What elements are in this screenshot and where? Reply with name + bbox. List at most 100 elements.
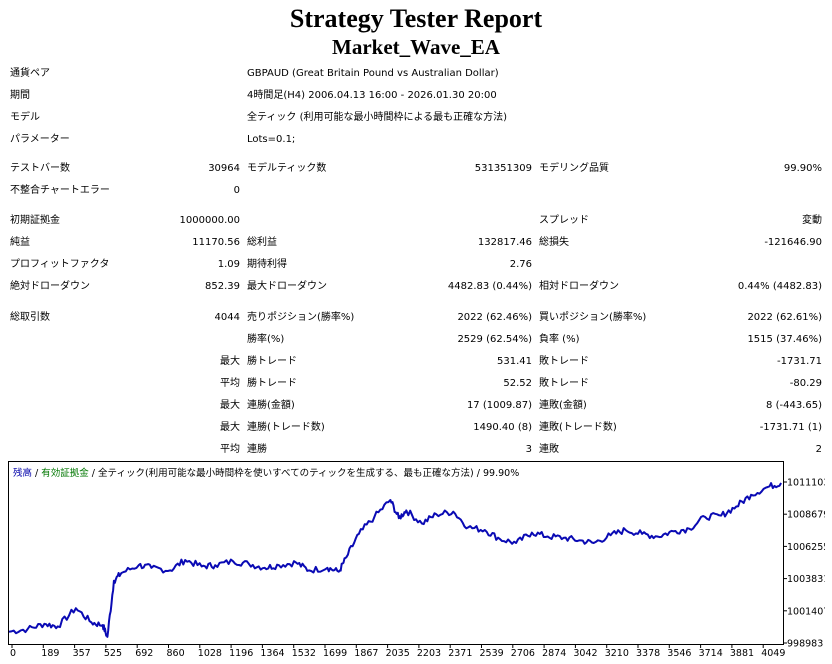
stat-label-spread: スプレッド xyxy=(539,215,589,226)
stat-value-max-drawdown: 4482.83 (0.44%) xyxy=(447,281,532,292)
x-tick-label: 3042 xyxy=(573,648,597,659)
y-tick-label: 1001407 xyxy=(787,606,825,617)
stat-value-gross-profit: 132817.46 xyxy=(477,237,532,248)
stat-value-avg-win: 52.52 xyxy=(503,378,532,389)
stat-label-max-consec-win-count: 連勝(トレード数) xyxy=(247,422,325,433)
stat-label-bars: テストバー数 xyxy=(10,163,70,174)
stat-value-max-consec-win-count: 1490.40 (8) xyxy=(473,422,532,433)
stat-value-expected-payoff: 2.76 xyxy=(509,259,532,270)
report-title: Strategy Tester Report xyxy=(289,4,543,33)
stat-value-abs-drawdown: 852.39 xyxy=(205,281,240,292)
balance-series-line xyxy=(8,482,782,638)
chart-plot-frame xyxy=(8,461,784,645)
x-tick-label: 1364 xyxy=(260,648,284,659)
stat-value-ticks: 531351309 xyxy=(474,163,532,174)
balance-chart: 残高 / 有効証拠金 / 全ティック(利用可能な最小時間枠を使いすべてのティック… xyxy=(8,461,825,659)
stat-prefix-max-consec-win-amount: 最大 xyxy=(220,400,240,411)
stat-prefix-avg-consec-win: 平均 xyxy=(220,444,240,455)
stat-label-max-consec-win-amount: 連勝(金額) xyxy=(247,400,295,411)
stat-label-max-win: 勝トレード xyxy=(247,356,297,367)
stat-value-profit-factor: 1.09 xyxy=(217,259,240,270)
x-tick-label: 1699 xyxy=(323,648,347,659)
y-tick-label: 998983 xyxy=(787,639,823,650)
y-tick-label: 1011103 xyxy=(787,478,825,489)
x-tick-label: 525 xyxy=(104,648,122,659)
info-value-params: Lots=0.1; xyxy=(247,134,296,145)
stat-label-max-consec-loss-amount: 連敗(金額) xyxy=(539,400,587,411)
stat-label-win-rate: 勝率(%) xyxy=(247,334,285,345)
stat-value-deposit: 1000000.00 xyxy=(179,215,240,226)
stat-value-net-profit: 11170.56 xyxy=(192,237,240,248)
stat-label-expected-payoff: 期待利得 xyxy=(247,259,287,270)
stat-value-max-loss: -1731.71 xyxy=(777,356,822,367)
x-tick-label: 3881 xyxy=(730,648,754,659)
stat-prefix-max-consec-win-count: 最大 xyxy=(220,422,240,433)
stat-label-avg-consec-loss: 連敗 xyxy=(539,444,559,455)
stat-label-total-trades: 総取引数 xyxy=(10,312,50,323)
x-tick-label: 2371 xyxy=(448,648,472,659)
caption-quality: 99.90% xyxy=(483,468,519,479)
stat-value-win-rate: 2529 (62.54%) xyxy=(457,334,532,345)
stat-value-total-trades: 4044 xyxy=(214,312,240,323)
x-tick-label: 1532 xyxy=(292,648,316,659)
stat-label-short-positions: 売りポジション(勝率%) xyxy=(247,312,355,323)
x-tick-label: 2874 xyxy=(542,648,566,659)
stat-value-loss-rate: 1515 (37.46%) xyxy=(747,334,822,345)
stat-label-long-positions: 買いポジション(勝率%) xyxy=(539,312,647,323)
x-tick-label: 4049 xyxy=(761,648,785,659)
x-tick-label: 189 xyxy=(41,648,59,659)
info-value-currency: GBPAUD (Great Britain Pound vs Australia… xyxy=(247,68,499,79)
stat-label-rel-drawdown: 相対ドローダウン xyxy=(539,281,619,292)
stat-value-modeling-quality: 99.90% xyxy=(783,163,822,174)
stat-label-profit-factor: プロフィットファクタ xyxy=(10,259,110,270)
info-value-model: 全ティック (利用可能な最小時間枠による最も正確な方法) xyxy=(247,112,508,123)
x-tick-label: 3378 xyxy=(636,648,660,659)
x-tick-label: 2035 xyxy=(386,648,410,659)
stat-prefix-max-win: 最大 xyxy=(220,356,240,367)
stat-value-max-win: 531.41 xyxy=(497,356,532,367)
info-label-params: パラメーター xyxy=(10,134,70,145)
info-label-model: モデル xyxy=(10,112,40,123)
stat-label-avg-consec-win: 連勝 xyxy=(247,444,267,455)
x-tick-label: 3714 xyxy=(699,648,723,659)
info-label-period: 期間 xyxy=(10,90,30,101)
x-tick-label: 2706 xyxy=(511,648,535,659)
x-tick-label: 1867 xyxy=(354,648,378,659)
stat-label-loss-rate: 負率 (%) xyxy=(539,334,580,345)
stat-label-abs-drawdown: 絶対ドローダウン xyxy=(10,281,90,292)
stat-label-ticks: モデルティック数 xyxy=(247,163,327,174)
stat-value-max-consec-loss-amount: 8 (-443.65) xyxy=(766,400,822,411)
x-tick-label: 692 xyxy=(135,648,153,659)
x-axis-ticks: 0 189 357 525 692 860 1028 1196 1364 1532 1699 1867… xyxy=(10,645,785,659)
stat-value-spread: 変動 xyxy=(802,215,822,226)
stat-label-max-drawdown: 最大ドローダウン xyxy=(247,281,327,292)
caption-equity: 有効証拠金 xyxy=(41,467,89,479)
caption-balance: 残高 xyxy=(13,467,32,479)
x-tick-label: 1196 xyxy=(229,648,253,659)
stat-value-bars: 30964 xyxy=(208,163,240,174)
x-tick-label: 860 xyxy=(167,648,185,659)
stat-label-avg-loss: 敗トレード xyxy=(539,378,589,389)
stat-value-avg-consec-win: 3 xyxy=(525,444,532,455)
stat-value-avg-consec-loss: 2 xyxy=(815,444,822,455)
x-tick-label: 2203 xyxy=(417,648,441,659)
stat-value-gross-loss: -121646.90 xyxy=(764,237,822,248)
y-tick-label: 1006255 xyxy=(787,542,825,553)
stat-label-max-loss: 敗トレード xyxy=(539,356,589,367)
stat-label-gross-profit: 総利益 xyxy=(247,237,277,248)
info-label-currency: 通貨ペア xyxy=(10,68,50,79)
x-tick-label: 2539 xyxy=(480,648,504,659)
x-tick-label: 3546 xyxy=(667,648,691,659)
stat-value-avg-loss: -80.29 xyxy=(789,378,822,389)
y-tick-label: 1008679 xyxy=(787,510,825,521)
x-tick-label: 0 xyxy=(10,648,16,659)
stat-label-avg-win: 勝トレード xyxy=(247,378,297,389)
caption-model: 全ティック(利用可能な最小時間枠を使いすべてのティックを生成する、最も正確な方法… xyxy=(98,467,474,479)
stat-value-short-positions: 2022 (62.46%) xyxy=(457,312,532,323)
info-value-period: 4時間足(H4) 2006.04.13 16:00 - 2026.01.30 2… xyxy=(247,90,497,101)
ea-name: Market_Wave_EA xyxy=(332,35,500,59)
stat-label-net-profit: 純益 xyxy=(10,237,30,248)
stat-value-rel-drawdown: 0.44% (4482.83) xyxy=(737,281,822,292)
